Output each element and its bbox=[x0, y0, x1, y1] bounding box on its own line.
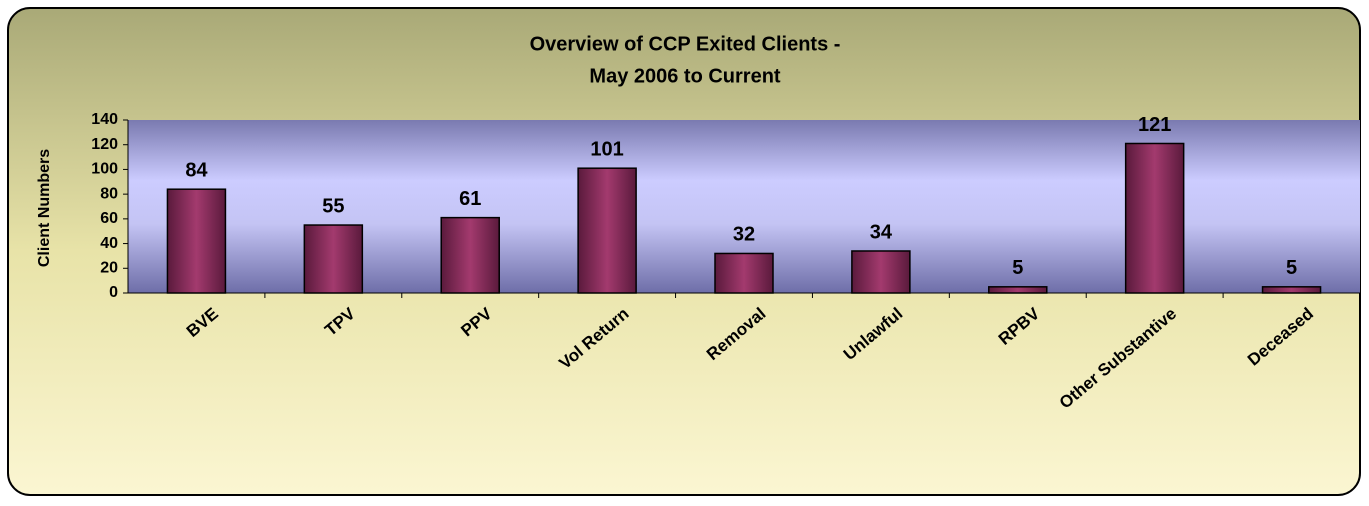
data-label: 5 bbox=[1286, 257, 1297, 279]
bar bbox=[303, 224, 364, 294]
bar bbox=[166, 188, 227, 294]
data-label: 55 bbox=[322, 195, 344, 217]
chart-title: May 2006 to Current bbox=[589, 65, 781, 87]
bar bbox=[1261, 286, 1322, 294]
data-label: 32 bbox=[733, 224, 755, 246]
y-tick-label: 80 bbox=[100, 185, 118, 202]
y-tick-label: 120 bbox=[91, 136, 118, 153]
bar bbox=[714, 252, 774, 294]
bar bbox=[988, 286, 1048, 294]
data-label: 84 bbox=[185, 159, 208, 181]
data-label: 5 bbox=[1012, 257, 1023, 279]
bar bbox=[851, 250, 911, 294]
y-tick-label: 40 bbox=[100, 235, 118, 252]
y-tick-label: 0 bbox=[109, 284, 118, 301]
data-label: 101 bbox=[590, 138, 623, 160]
bar bbox=[1124, 142, 1185, 294]
data-label: 121 bbox=[1138, 114, 1171, 136]
y-axis-label: Client Numbers bbox=[36, 149, 53, 267]
data-label: 61 bbox=[459, 188, 481, 210]
y-tick-label: 20 bbox=[100, 260, 118, 277]
data-label: 34 bbox=[870, 221, 893, 243]
y-tick-label: 60 bbox=[100, 210, 118, 227]
chart-title: Overview of CCP Exited Clients - bbox=[530, 33, 841, 55]
y-tick-label: 140 bbox=[91, 111, 118, 128]
bar bbox=[440, 216, 500, 294]
bar bbox=[577, 167, 637, 294]
y-tick-label: 100 bbox=[91, 161, 118, 178]
